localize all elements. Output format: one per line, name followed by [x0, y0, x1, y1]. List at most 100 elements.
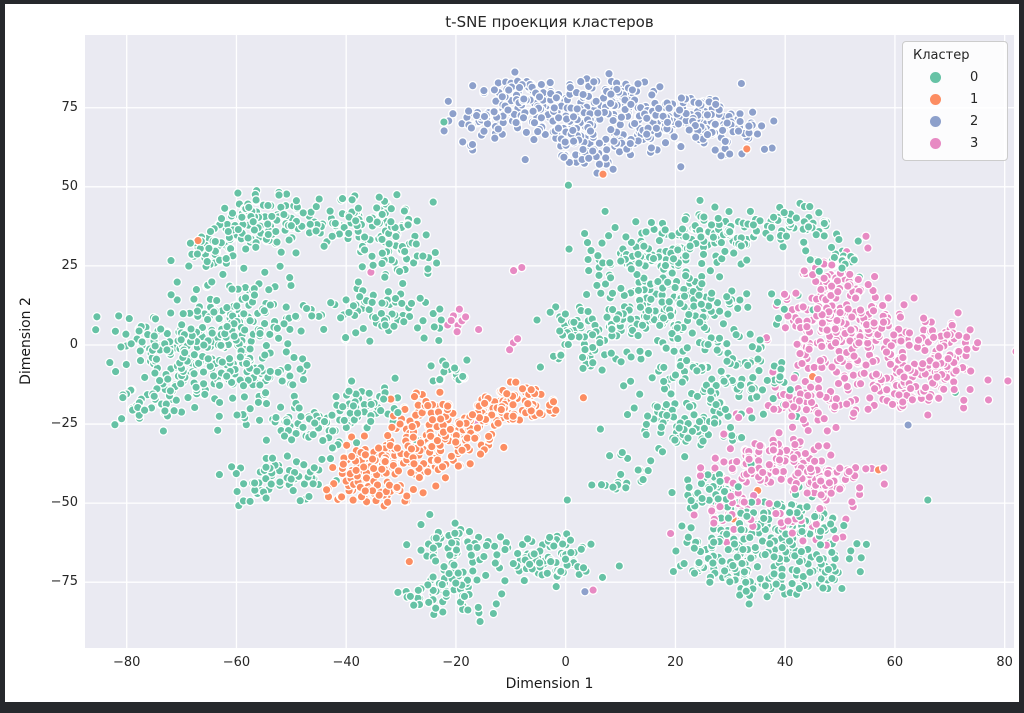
scatter-point: [671, 546, 681, 556]
scatter-point: [451, 545, 462, 555]
scatter-point: [809, 511, 820, 522]
scatter-point: [746, 465, 757, 476]
legend-item-label: 0: [970, 69, 979, 85]
scatter-point: [489, 106, 499, 117]
scatter-point: [350, 215, 361, 226]
scatter-point: [309, 418, 320, 428]
scatter-point: [719, 376, 729, 387]
scatter-point: [563, 339, 574, 350]
scatter-point: [185, 238, 196, 249]
scatter-point: [712, 345, 723, 355]
scatter-point: [811, 229, 822, 240]
scatter-point: [793, 468, 803, 478]
scatter-point: [904, 340, 915, 351]
scatter-point: [460, 312, 471, 322]
scatter-point: [346, 376, 357, 386]
scatter-point: [661, 399, 672, 410]
scatter-point: [813, 256, 824, 267]
legend-item-0: 0: [903, 66, 1007, 88]
scatter-point: [637, 320, 648, 331]
scatter-point: [475, 449, 486, 459]
scatter-point: [710, 145, 721, 155]
scatter-point: [232, 486, 242, 497]
scatter-point: [459, 591, 470, 602]
scatter-point: [405, 591, 416, 602]
scatter-point: [849, 255, 860, 265]
scatter-point: [732, 303, 743, 314]
scatter-point: [202, 256, 213, 267]
scatter-point: [629, 118, 640, 129]
scatter-point: [611, 314, 622, 324]
scatter-point: [934, 342, 945, 353]
scatter-point: [802, 501, 812, 512]
scatter-point: [314, 194, 325, 204]
scatter-point: [635, 346, 645, 357]
scatter-point: [265, 300, 276, 310]
scatter-point: [922, 410, 933, 420]
scatter-point: [563, 180, 574, 191]
scatter-point: [735, 116, 745, 127]
scatter-point: [272, 323, 283, 334]
scatter-point: [585, 126, 596, 136]
scatter-point: [480, 570, 491, 581]
scatter-point: [271, 412, 281, 423]
scatter-point: [731, 456, 742, 467]
scatter-point: [351, 465, 361, 476]
scatter-point: [841, 399, 852, 409]
scatter-point: [392, 443, 403, 453]
scatter-point: [642, 411, 653, 421]
scatter-point: [377, 234, 387, 245]
scatter-point: [466, 550, 477, 561]
scatter-point: [822, 426, 833, 436]
scatter-point: [124, 313, 135, 324]
scatter-point: [440, 472, 451, 483]
scatter-point: [353, 203, 364, 214]
scatter-point: [393, 587, 403, 598]
scatter-point: [616, 356, 626, 367]
scatter-point: [189, 294, 199, 304]
scatter-point: [490, 558, 501, 568]
scatter-point: [744, 599, 754, 609]
scatter-point: [855, 378, 866, 389]
scatter-point: [581, 289, 592, 300]
scatter-point: [897, 397, 908, 407]
scatter-point: [359, 245, 370, 255]
scatter-point: [641, 429, 652, 440]
scatter-point: [819, 218, 830, 229]
scatter-point: [202, 314, 213, 325]
scatter-point: [251, 195, 261, 205]
scatter-point: [587, 329, 598, 340]
scatter-point: [572, 104, 583, 114]
scatter-point: [261, 340, 272, 351]
scatter-point: [390, 293, 401, 304]
scatter-point: [545, 556, 556, 567]
scatter-point: [227, 393, 238, 404]
scatter-point: [723, 309, 733, 319]
scatter-point: [483, 431, 494, 442]
scatter-point: [847, 497, 857, 507]
scatter-point: [452, 326, 462, 337]
scatter-point: [634, 258, 644, 269]
scatter-point: [697, 493, 707, 504]
scatter-point: [781, 231, 792, 242]
scatter-point: [497, 91, 508, 102]
scatter-point: [860, 463, 871, 474]
scatter-point: [450, 518, 460, 529]
y-tick-label: 50: [61, 178, 78, 194]
scatter-point: [708, 558, 718, 568]
scatter-point: [600, 153, 611, 163]
scatter-point: [638, 474, 648, 485]
scatter-point: [149, 331, 160, 341]
scatter-point: [560, 554, 571, 565]
scatter-point: [745, 206, 756, 217]
scatter-point: [639, 241, 649, 252]
scatter-point: [732, 552, 743, 562]
scatter-point: [444, 568, 454, 579]
scatter-point: [653, 276, 663, 287]
scatter-point: [391, 231, 401, 242]
scatter-point: [719, 566, 730, 576]
scatter-point: [815, 539, 826, 550]
scatter-point: [176, 319, 187, 330]
scatter-point: [321, 484, 332, 495]
scatter-point: [435, 387, 445, 398]
